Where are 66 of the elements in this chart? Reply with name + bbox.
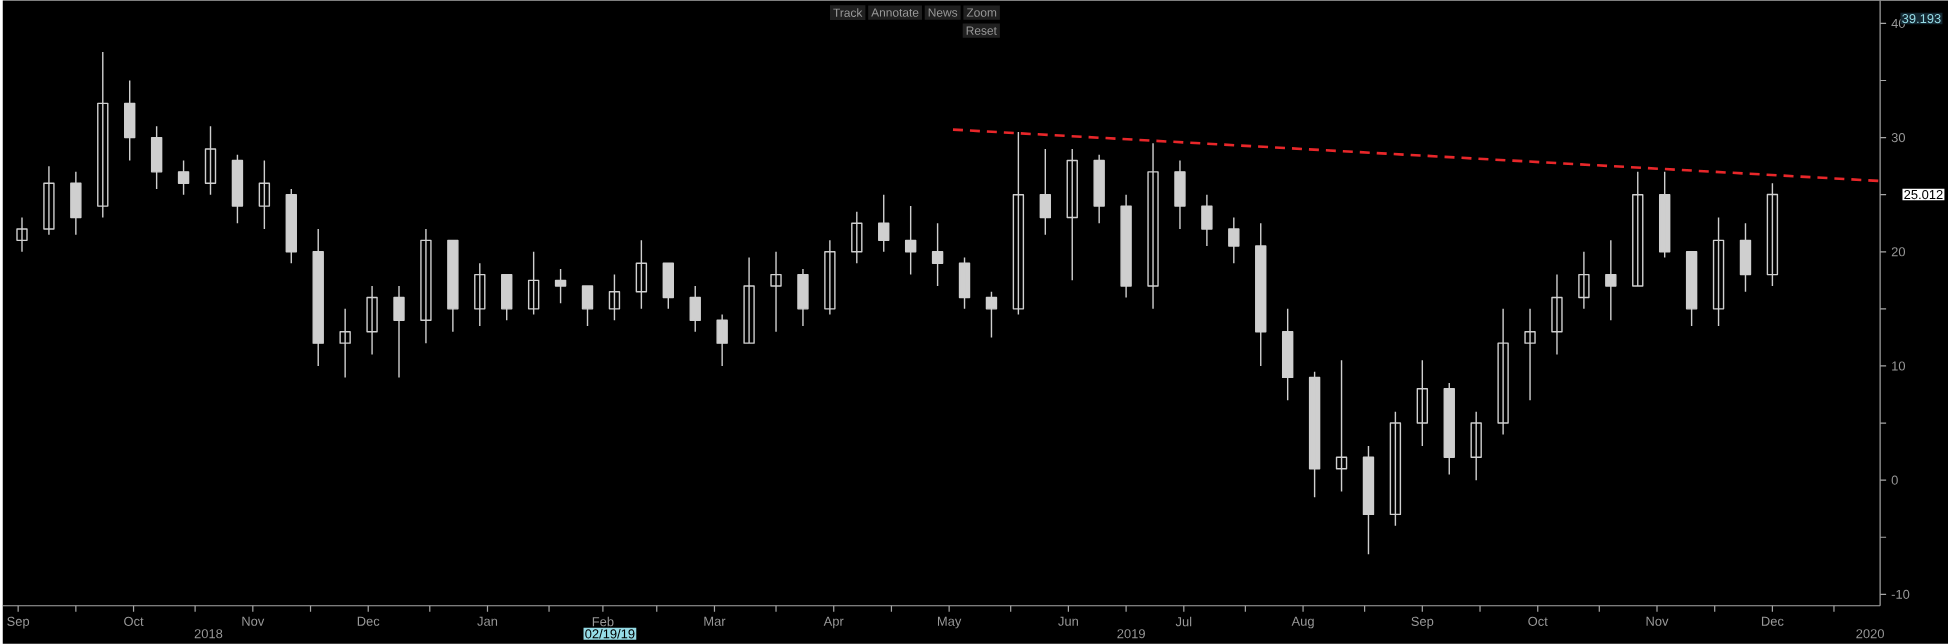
candlestick [1281,307,1294,401]
candlestick [474,262,486,327]
candlestick [608,273,621,321]
candlestick [716,313,728,367]
candlestick [770,250,782,332]
candlestick [527,250,540,315]
candlestick [1632,170,1644,287]
candlestick [1685,250,1698,327]
candlestick [1524,307,1536,401]
candlestick [662,262,674,310]
candlestick [231,153,244,224]
candlestick [70,170,82,235]
candlestick [1362,444,1375,555]
candlestick [851,210,863,264]
candlestick [1201,193,1213,247]
candlestick [689,284,701,332]
candlestick [43,165,55,235]
candlestick [1389,410,1402,527]
candlestick [1551,273,1563,355]
candlestick [1120,193,1132,298]
candlestick [635,239,648,310]
candlestick [1147,142,1159,310]
candlestick [150,125,163,190]
candlestick [554,267,567,304]
candlestick [177,159,190,195]
candlestick [1416,359,1429,447]
candlestick [931,222,944,287]
candlestick [366,284,378,355]
candlestick [501,273,513,321]
candlestick [1578,250,1590,310]
candlestick [1174,159,1186,230]
candlestick [312,227,324,367]
candlestick [258,159,271,230]
candlestick [1766,182,1779,287]
candlestick [1470,410,1482,481]
candlestick [339,307,351,378]
candlestick [1658,170,1671,258]
candlestick [97,50,109,218]
candlestick [1039,147,1052,235]
candlestick [1066,147,1078,281]
candlestick [1093,153,1105,224]
candlestick [1308,370,1321,498]
candlestick [797,267,809,327]
candlestick [1255,222,1267,367]
candlestick [878,193,890,253]
candlestick [958,256,971,310]
candlestick [16,216,28,253]
candlestick [124,79,136,161]
candlestick [204,125,217,195]
candlestick [285,187,297,264]
candlestick [985,290,998,338]
candlestick [1443,381,1455,475]
candlestick [393,284,405,378]
candlestick [581,284,594,327]
candlestick [447,239,459,332]
candlestick [1605,239,1617,321]
candlestick [743,256,755,344]
candlestick [904,204,917,275]
candlestick [1712,216,1725,327]
candlestick [1335,359,1348,492]
candlestick [1228,216,1240,264]
candlestick [1012,130,1025,315]
candlestick [824,239,836,315]
candlestick [1497,307,1509,435]
candlestick [420,227,432,344]
candlestick [1739,222,1752,293]
